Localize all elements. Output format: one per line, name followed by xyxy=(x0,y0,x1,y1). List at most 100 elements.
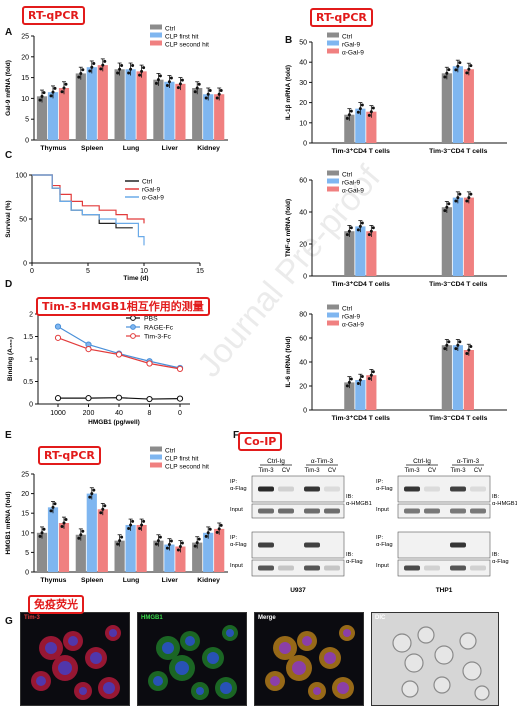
data-point xyxy=(115,394,123,401)
hmgb1-cells xyxy=(148,625,238,700)
blot-lane-label: CV xyxy=(282,468,290,474)
y-tick-label: 5 xyxy=(25,117,29,124)
blot-strip xyxy=(397,531,491,559)
blot-band xyxy=(404,508,420,514)
panel-letter-e: E xyxy=(5,430,12,441)
data-point xyxy=(195,86,199,90)
data-point xyxy=(215,96,219,100)
annotation-tag-d: Tim-3-HMGB1相互作用的测量 xyxy=(36,297,210,316)
data-point xyxy=(129,67,133,71)
y-axis-label: Survival (%) xyxy=(5,200,12,237)
data-point xyxy=(206,531,210,535)
bar xyxy=(86,67,97,140)
y-axis-label: Gal-9 mRNA (fold) xyxy=(5,60,12,116)
data-point xyxy=(176,86,180,90)
data-point xyxy=(197,82,201,86)
data-point xyxy=(60,90,64,94)
blot-band xyxy=(470,486,486,492)
bar xyxy=(441,207,452,276)
data-point xyxy=(79,533,83,537)
data-point xyxy=(195,541,199,545)
data-point xyxy=(356,110,360,114)
survival-line xyxy=(32,174,145,224)
x-tick-label: 0 xyxy=(178,410,182,417)
data-point xyxy=(92,61,96,65)
blot-row-label: Input xyxy=(376,507,389,513)
data-point xyxy=(131,64,135,68)
data-point xyxy=(208,527,212,531)
data-point xyxy=(345,233,349,237)
blot-band xyxy=(424,486,440,492)
data-point xyxy=(219,88,223,92)
blot-strip xyxy=(251,559,345,577)
panel-letter-b: B xyxy=(285,35,293,46)
category-label: Tim-3⁺CD4 T cells xyxy=(332,281,390,288)
data-point xyxy=(64,82,68,86)
data-point xyxy=(445,71,449,75)
blot-band xyxy=(470,565,486,571)
bar xyxy=(164,544,175,572)
data-point xyxy=(445,205,449,209)
blot-band xyxy=(450,565,466,571)
y-tick-label: 40 xyxy=(299,360,307,367)
data-point xyxy=(369,229,373,233)
legend-label: α-Gal-9 xyxy=(342,322,364,329)
data-point xyxy=(465,71,469,75)
blot-row-label: IP: xyxy=(376,535,383,541)
data-point xyxy=(445,343,449,347)
blot-ib-label: α-Flag xyxy=(346,559,363,565)
data-point xyxy=(369,373,373,377)
blot-band xyxy=(324,486,340,492)
blot-row-label: IP: xyxy=(230,479,237,485)
legend-swatch xyxy=(327,48,339,54)
bar xyxy=(203,532,214,572)
y-axis-label: HMGB1 mRNA (fold) xyxy=(5,492,12,555)
data-point xyxy=(347,229,351,233)
category-label: Tim-3⁺CD4 T cells xyxy=(332,415,390,422)
blot-band xyxy=(258,486,274,492)
panel-letter-f: F xyxy=(233,430,240,441)
data-point xyxy=(458,340,462,344)
micrograph-merge: Merge xyxy=(254,612,364,706)
y-tick-label: 15 xyxy=(21,511,29,518)
data-point xyxy=(53,502,57,506)
data-point xyxy=(360,221,364,225)
category-label: Lung xyxy=(123,145,140,152)
data-point xyxy=(447,68,451,72)
data-point xyxy=(156,78,160,82)
panel-letter-c: C xyxy=(5,150,13,161)
y-tick-label: 20 xyxy=(21,54,29,61)
blot-band xyxy=(258,542,274,548)
legend-marker xyxy=(130,315,136,321)
data-point xyxy=(62,86,66,90)
legend-swatch xyxy=(327,320,339,326)
category-label: Spleen xyxy=(81,577,103,584)
bar xyxy=(97,65,108,140)
bar xyxy=(114,69,125,140)
y-tick-label: 1.5 xyxy=(23,334,33,341)
data-point xyxy=(465,351,469,355)
data-point xyxy=(180,541,184,545)
bar xyxy=(355,108,366,143)
data-point xyxy=(371,106,375,110)
data-point xyxy=(154,542,158,546)
category-label: Thymus xyxy=(40,577,66,584)
data-point xyxy=(90,492,94,496)
data-point xyxy=(215,530,219,534)
legend-label: CLP second hit xyxy=(165,464,209,471)
blot-row-label: Input xyxy=(230,507,243,513)
data-point xyxy=(156,539,160,543)
legend-swatch xyxy=(327,170,339,176)
bar xyxy=(136,71,147,140)
blot-band xyxy=(404,486,420,492)
bar xyxy=(86,493,97,572)
bar xyxy=(463,69,474,143)
chart-b-tnfa: 0 20 40 60 TNF-α mRNA (fold) Tim-3⁺CD4 T cell… xyxy=(285,170,507,288)
data-point xyxy=(467,196,471,200)
data-point xyxy=(154,81,158,85)
data-point xyxy=(169,539,173,543)
data-point xyxy=(54,395,62,402)
data-point xyxy=(51,505,55,509)
y-tick-label: 25 xyxy=(21,472,29,479)
data-point xyxy=(40,94,44,98)
